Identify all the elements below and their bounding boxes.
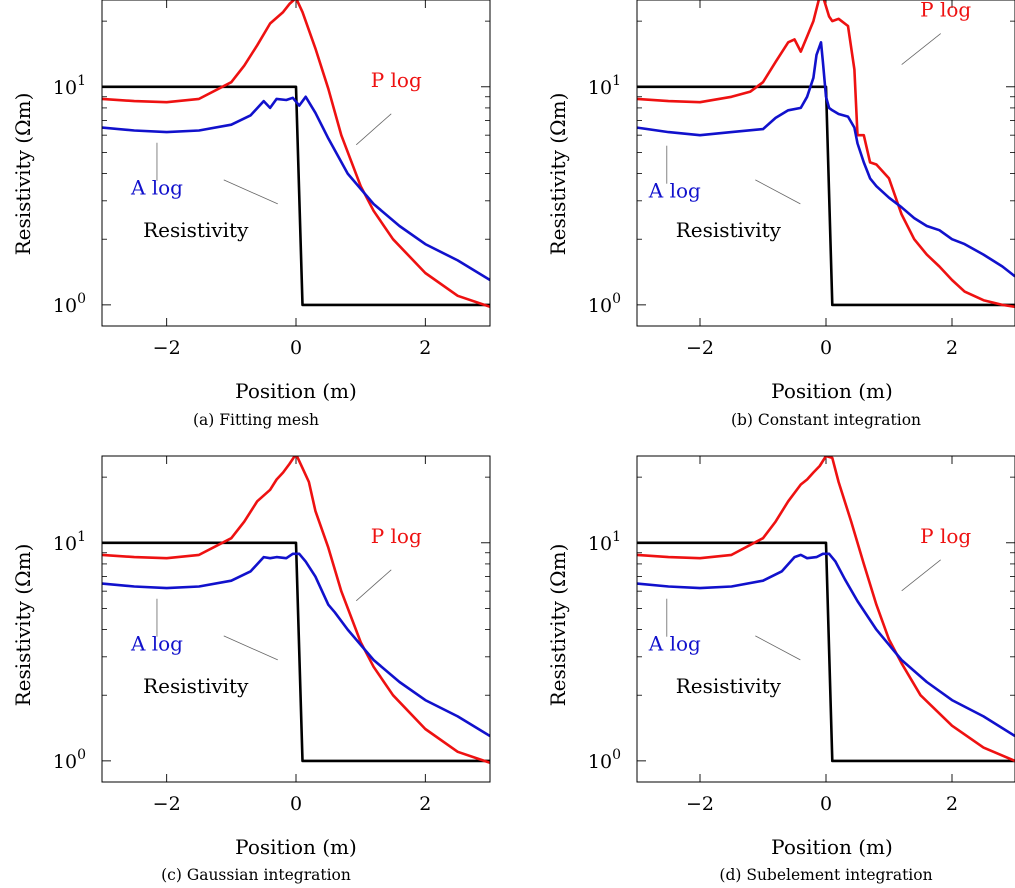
- y-tick-label: 101: [53, 73, 86, 99]
- series-group: [637, 0, 1015, 309]
- chart-panel-4: 100 101 −2 0 2 P log A log Resistivity Position …: [546, 455, 1015, 884]
- series-line-resistivity: [637, 541, 1015, 763]
- plot-frame: [101, 0, 491, 327]
- annotation-leader: [755, 635, 801, 661]
- x-axis-label: Position (m): [235, 379, 357, 403]
- annotation-a-log: A log: [648, 632, 701, 656]
- plot-frame: [101, 455, 491, 783]
- annotation-p-log: P log: [920, 0, 971, 22]
- subfigure-caption: (b) Constant integration: [731, 411, 921, 429]
- series-group: [637, 456, 1015, 763]
- x-tick-label: 2: [419, 337, 431, 359]
- annotation-p-log: P log: [920, 524, 971, 548]
- annotation-a-log: A log: [648, 179, 701, 203]
- series-line-a-log: [637, 40, 1015, 278]
- subfigure-caption: (a) Fitting mesh: [193, 411, 319, 429]
- annotation-leader: [223, 179, 278, 205]
- series-line-resistivity: [102, 541, 490, 763]
- series-group: [102, 456, 490, 765]
- x-axis-label: Position (m): [235, 835, 357, 859]
- y-axis-label: Resistivity (Ωm): [11, 93, 35, 256]
- series-line-p-log: [637, 456, 1015, 763]
- annotation-leader: [355, 113, 392, 146]
- y-tick-label: 101: [588, 73, 621, 99]
- y-tick-label: 101: [53, 529, 86, 555]
- x-axis-label: Position (m): [771, 835, 893, 859]
- annotation-resistivity: Resistivity: [676, 218, 782, 242]
- annotation-resistivity: Resistivity: [676, 674, 782, 698]
- y-axis-label: Resistivity (Ωm): [546, 93, 570, 256]
- plot-frame: [636, 455, 1015, 783]
- annotation-p-log: P log: [371, 524, 422, 548]
- y-axis-label: Resistivity (Ωm): [11, 544, 35, 707]
- x-tick-label: −2: [153, 793, 181, 815]
- series-line-a-log: [102, 95, 490, 282]
- annotation-resistivity: Resistivity: [143, 218, 249, 242]
- series-group: [102, 0, 490, 309]
- series-line-a-log: [637, 552, 1015, 738]
- series-line-a-log: [102, 552, 490, 738]
- y-tick-label: 100: [588, 747, 621, 773]
- y-tick-label: 100: [53, 291, 86, 317]
- subfigure-caption: (c) Gaussian integration: [161, 866, 351, 884]
- annotation-leader: [755, 179, 801, 205]
- y-tick-label: 101: [588, 529, 621, 555]
- x-tick-label: 2: [946, 793, 958, 815]
- x-tick-label: 0: [820, 793, 832, 815]
- series-line-p-log: [637, 0, 1015, 309]
- x-tick-label: −2: [686, 337, 714, 359]
- x-axis-label: Position (m): [771, 379, 893, 403]
- annotation-leader: [901, 559, 941, 592]
- subfigure-caption: (d) Subelement integration: [719, 866, 932, 884]
- annotation-leader: [901, 33, 941, 65]
- annotation-leader: [223, 635, 278, 661]
- x-tick-label: 0: [290, 337, 302, 359]
- annotation-leader: [355, 569, 392, 602]
- y-tick-label: 100: [53, 747, 86, 773]
- chart-panel-2: 100 101 −2 0 2 P log A log Resistivity Position …: [546, 0, 1015, 429]
- series-line-resistivity: [637, 85, 1015, 307]
- x-tick-label: 2: [946, 337, 958, 359]
- y-tick-label: 100: [588, 291, 621, 317]
- series-line-resistivity: [102, 85, 490, 307]
- plot-frame: [636, 0, 1015, 327]
- chart-panel-3: 100 101 −2 0 2 P log A log Resistivity Position …: [11, 455, 491, 884]
- x-tick-label: 2: [419, 793, 431, 815]
- annotation-a-log: A log: [130, 176, 183, 200]
- annotation-p-log: P log: [371, 68, 422, 92]
- chart-panel-1: 100 101 −2 0 2 P log A log Resistivity Position …: [11, 0, 491, 429]
- x-tick-label: −2: [153, 337, 181, 359]
- series-line-p-log: [102, 0, 490, 309]
- x-tick-label: 0: [290, 793, 302, 815]
- x-tick-label: −2: [686, 793, 714, 815]
- annotation-resistivity: Resistivity: [143, 674, 249, 698]
- series-line-p-log: [102, 456, 490, 765]
- y-axis-label: Resistivity (Ωm): [546, 544, 570, 707]
- annotation-a-log: A log: [130, 632, 183, 656]
- x-tick-label: 0: [820, 337, 832, 359]
